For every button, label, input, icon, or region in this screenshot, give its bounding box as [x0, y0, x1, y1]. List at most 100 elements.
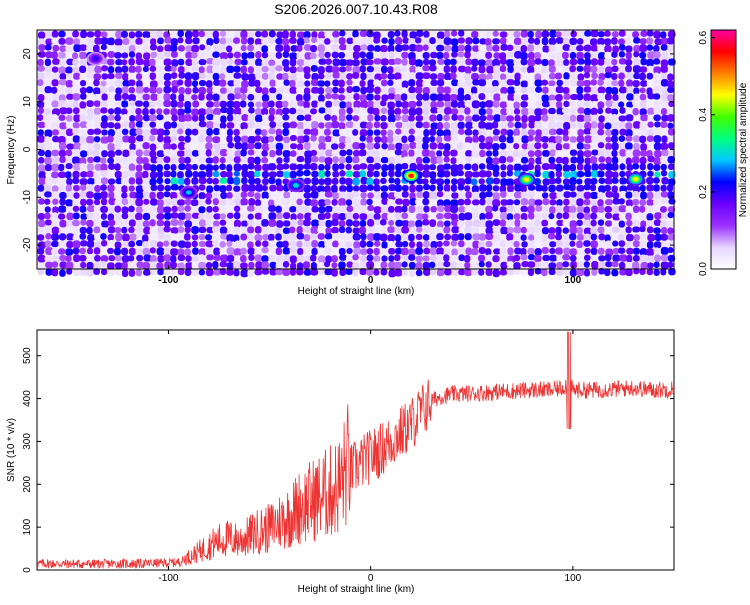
heatmap-cell	[163, 31, 171, 39]
heatmap-cell	[541, 234, 548, 243]
heatmap-cell	[443, 226, 451, 234]
heatmap-cell	[373, 129, 381, 136]
heatmap-cell	[569, 248, 577, 256]
heatmap-cell	[639, 226, 646, 233]
heatmap-cell	[591, 268, 598, 276]
heatmap-cell	[625, 107, 632, 115]
heatmap-cell	[464, 107, 471, 115]
heatmap-cell	[345, 65, 352, 72]
heatmap-cell	[443, 163, 451, 170]
heatmap-cell	[549, 192, 558, 200]
heatmap-cell	[408, 220, 415, 229]
heatmap-cell	[296, 163, 305, 171]
heatmap-cell	[597, 226, 605, 234]
heatmap-cell	[227, 58, 234, 65]
heatmap-cell	[303, 59, 311, 68]
heatmap-cell	[506, 213, 514, 221]
heatmap-cell	[429, 219, 437, 227]
heatmap-cell	[184, 94, 192, 102]
heatmap-cell	[226, 170, 233, 179]
heatmap-cell	[555, 170, 562, 178]
heatmap-cell	[310, 262, 317, 271]
heatmap-cell	[128, 86, 136, 94]
heatmap-cell	[107, 240, 115, 248]
heatmap-cell	[520, 122, 528, 129]
heatmap-cell	[401, 163, 409, 170]
heatmap-cell	[254, 38, 262, 46]
heatmap-cell	[345, 163, 352, 171]
heatmap-cell	[269, 87, 277, 94]
heatmap-cell	[156, 247, 165, 256]
heatmap-cell	[576, 135, 585, 143]
heatmap-cell	[296, 198, 303, 206]
heatmap-cell	[541, 219, 549, 227]
heatmap-cell	[226, 184, 233, 192]
heatmap-cell	[605, 66, 613, 74]
heatmap-cell	[661, 213, 669, 220]
heatmap-cell	[479, 205, 487, 214]
heatmap-cell	[422, 100, 430, 109]
heatmap-cell	[401, 205, 408, 213]
heatmap-cell	[66, 220, 73, 227]
heatmap-cell	[38, 198, 45, 205]
heatmap-cell	[72, 170, 80, 179]
heatmap-cell	[646, 149, 653, 158]
heatmap-cell	[289, 157, 297, 164]
heatmap-cell	[268, 163, 277, 171]
heatmap-cell	[177, 128, 184, 135]
heatmap-cell	[450, 93, 458, 102]
heatmap-cell	[184, 248, 191, 256]
heatmap-cell	[478, 128, 487, 136]
heatmap-cell	[282, 220, 291, 227]
heatmap-cell	[114, 100, 123, 109]
heatmap-cell	[632, 247, 640, 255]
heatmap-cell	[331, 143, 339, 150]
heatmap-cell	[605, 136, 612, 143]
heatmap-cell	[37, 31, 46, 39]
heatmap-cell	[198, 234, 206, 241]
heatmap-cell	[436, 100, 445, 108]
heatmap-cell	[527, 143, 535, 151]
heatmap-cell	[268, 212, 277, 221]
heatmap-cell	[457, 79, 464, 88]
heatmap-cell	[500, 234, 508, 241]
heatmap-cell	[394, 107, 402, 115]
heatmap-cell	[86, 226, 93, 235]
heatmap-cell	[444, 178, 451, 185]
heatmap-cell	[450, 142, 459, 151]
heatmap-cell	[107, 108, 115, 115]
heatmap-cell	[282, 268, 290, 276]
heatmap-cell	[317, 44, 325, 53]
heatmap-cell	[408, 79, 416, 87]
heatmap-cell	[198, 192, 206, 200]
heatmap-cell	[408, 121, 415, 130]
heatmap-cell	[37, 65, 45, 72]
heatmap-cell	[563, 247, 571, 255]
heatmap-cell	[528, 115, 536, 123]
heatmap-x-label: Height of straight line (km)	[298, 286, 415, 297]
heatmap-cell	[107, 157, 115, 164]
heatmap-cell	[114, 38, 123, 46]
heatmap-cell	[352, 72, 360, 79]
heatmap-cell	[247, 31, 255, 39]
heatmap-cell	[381, 164, 389, 172]
heatmap-cell	[611, 269, 619, 277]
heatmap-cell	[639, 38, 647, 45]
heatmap-cell	[331, 107, 339, 115]
heatmap-cell	[324, 170, 331, 177]
heatmap-cell	[128, 156, 135, 164]
heatmap-cell	[45, 31, 53, 38]
heatmap-cell	[366, 129, 374, 137]
heatmap-cell	[451, 219, 460, 227]
heatmap-cell	[611, 171, 619, 179]
heatmap-cell	[101, 73, 108, 80]
heatmap-cell	[100, 157, 107, 164]
heatmap-cell	[51, 30, 59, 38]
heatmap-cell	[227, 227, 235, 235]
heatmap-cell	[331, 184, 338, 193]
heatmap-cell	[65, 227, 74, 234]
heatmap-cell	[338, 79, 345, 88]
heatmap-cell	[94, 65, 102, 73]
heatmap-cell	[499, 122, 508, 129]
heatmap-cell	[241, 170, 249, 178]
